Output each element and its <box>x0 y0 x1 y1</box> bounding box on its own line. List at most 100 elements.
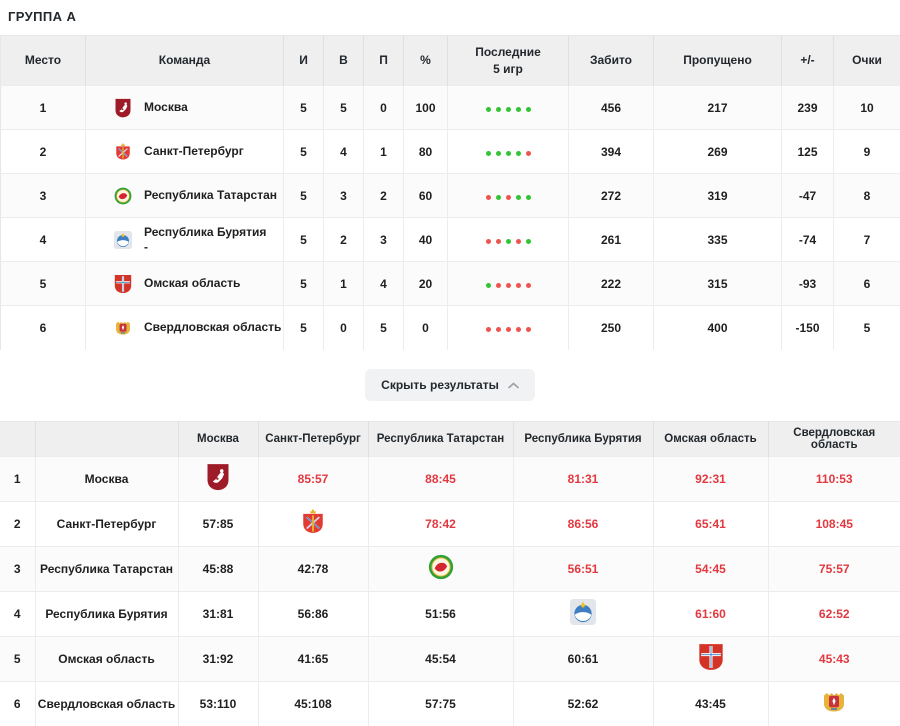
last5-cell <box>448 262 569 306</box>
match-score-cell: 56:86 <box>258 591 368 636</box>
standings-column-header: +/- <box>782 36 834 86</box>
match-score-link[interactable]: 51:56 <box>425 607 456 621</box>
place-cell: 2 <box>0 501 35 546</box>
hide-results-label: Скрыть результаты <box>381 378 499 392</box>
match-score-link[interactable]: 85:57 <box>298 472 329 486</box>
match-score-link[interactable]: 45:108 <box>294 697 331 711</box>
match-score-cell: 31:92 <box>178 636 258 681</box>
loss-dot <box>496 283 501 288</box>
win-dot <box>486 283 491 288</box>
match-score-link[interactable]: 56:86 <box>298 607 329 621</box>
team-logo-moscow <box>205 463 231 491</box>
team-name-cell[interactable]: Санкт-Петербург <box>35 501 178 546</box>
team-link[interactable]: Москва <box>86 98 283 118</box>
loss-dot <box>496 327 501 332</box>
team-name-cell[interactable]: Республика Бурятия <box>35 591 178 636</box>
win-dot <box>506 151 511 156</box>
percent-cell: 60 <box>404 174 448 218</box>
match-score-link[interactable]: 65:41 <box>695 517 726 531</box>
match-score-link[interactable]: 41:65 <box>298 652 329 666</box>
match-score-cell: 56:51 <box>513 546 653 591</box>
match-score-link[interactable]: 45:43 <box>819 652 850 666</box>
team-name: Санкт-Петербург <box>57 517 157 531</box>
scored-cell: 261 <box>569 218 654 262</box>
team-name: Омская область <box>58 652 154 666</box>
standings-column-header: П <box>364 36 404 86</box>
match-score-link[interactable]: 61:60 <box>695 607 726 621</box>
scored-cell: 456 <box>569 86 654 130</box>
hide-results-button[interactable]: Скрыть результаты <box>365 369 535 401</box>
place-cell: 1 <box>1 86 86 130</box>
team-link[interactable]: Свердловская область <box>86 318 283 338</box>
win-dot <box>516 151 521 156</box>
match-score-link[interactable]: 88:45 <box>425 472 456 486</box>
opponent-column-header: Санкт-Петербург <box>258 421 368 456</box>
match-score-link[interactable]: 81:31 <box>568 472 599 486</box>
scored-cell: 272 <box>569 174 654 218</box>
match-score-link[interactable]: 31:92 <box>203 652 234 666</box>
match-score-link[interactable]: 54:45 <box>695 562 726 576</box>
diff-cell: -93 <box>782 262 834 306</box>
match-score-link[interactable]: 62:52 <box>819 607 850 621</box>
match-score-link[interactable]: 60:61 <box>568 652 599 666</box>
match-score-cell: 92:31 <box>653 456 768 501</box>
place-cell: 6 <box>0 681 35 726</box>
loss-dot <box>486 239 491 244</box>
opponent-column-header: Республика Татарстан <box>368 421 513 456</box>
last5-cell <box>448 130 569 174</box>
place-cell: 3 <box>1 174 86 218</box>
empty-header-cell <box>35 421 178 456</box>
points-cell: 5 <box>834 306 900 350</box>
match-score-link[interactable]: 92:31 <box>695 472 726 486</box>
team-name-cell[interactable]: Москва <box>35 456 178 501</box>
match-score-link[interactable]: 110:53 <box>816 472 853 486</box>
place-cell: 4 <box>1 218 86 262</box>
win-dot <box>486 107 491 112</box>
page-title: ГРУППА А <box>0 0 900 35</box>
games-cell: 5 <box>284 130 324 174</box>
team-name-cell[interactable]: Республика Татарстан <box>35 546 178 591</box>
standings-column-header: Пропущено <box>654 36 782 86</box>
match-score-link[interactable]: 53:110 <box>200 697 237 711</box>
match-score-link[interactable]: 108:45 <box>816 517 853 531</box>
losses-cell: 2 <box>364 174 404 218</box>
match-score-link[interactable]: 75:57 <box>819 562 850 576</box>
win-dot <box>496 151 501 156</box>
team-name-cell[interactable]: Омская область <box>35 636 178 681</box>
match-score-link[interactable]: 57:85 <box>203 517 234 531</box>
match-score-link[interactable]: 43:45 <box>695 697 726 711</box>
team-link[interactable]: Республика Татарстан <box>86 186 283 206</box>
match-score-link[interactable]: 42:78 <box>298 562 329 576</box>
win-dot <box>496 195 501 200</box>
match-score-cell: 60:61 <box>513 636 653 681</box>
match-score-link[interactable]: 78:42 <box>425 517 456 531</box>
match-score-link[interactable]: 31:81 <box>203 607 234 621</box>
diff-cell: 125 <box>782 130 834 174</box>
match-score-link[interactable]: 45:54 <box>425 652 456 666</box>
self-logo-cell <box>513 591 653 636</box>
losses-cell: 4 <box>364 262 404 306</box>
match-score-link[interactable]: 57:75 <box>425 697 456 711</box>
opponent-column-header: Москва <box>178 421 258 456</box>
match-score-link[interactable]: 52:62 <box>568 697 599 711</box>
team-link[interactable]: Республика Бурятия- <box>86 225 283 255</box>
match-score-link[interactable]: 45:88 <box>203 562 234 576</box>
loss-dot <box>526 327 531 332</box>
wins-cell: 1 <box>324 262 364 306</box>
match-score-link[interactable]: 56:51 <box>568 562 599 576</box>
team-link[interactable]: Санкт-Петербург <box>86 142 283 162</box>
win-dot <box>486 151 491 156</box>
team-link[interactable]: Омская область <box>86 274 283 294</box>
match-score-link[interactable]: 86:56 <box>568 517 599 531</box>
standings-column-header: Команда <box>86 36 284 86</box>
last5-cell <box>448 86 569 130</box>
team-name-cell[interactable]: Свердловская область <box>35 681 178 726</box>
self-logo-cell <box>653 636 768 681</box>
loss-dot <box>496 239 501 244</box>
team-logo-buryatia <box>570 598 596 626</box>
